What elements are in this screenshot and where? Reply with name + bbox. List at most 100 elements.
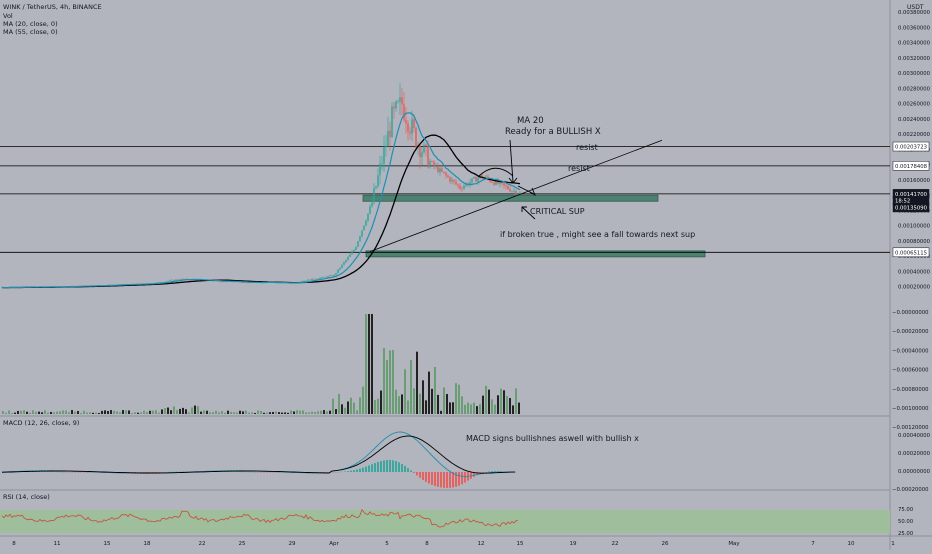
price-axis-tick: 0.00220000 (898, 132, 931, 138)
volume-bar (47, 413, 49, 414)
volume-bar (188, 412, 190, 414)
candle-body (409, 132, 410, 134)
volume-bar (203, 410, 205, 414)
volume-bar (161, 409, 163, 414)
volume-bar (383, 348, 385, 414)
candle-body (219, 282, 220, 283)
volume-bar (158, 413, 160, 414)
volume-bar (14, 413, 16, 414)
volume-bar (59, 411, 61, 414)
volume-bar (503, 390, 505, 414)
volume-bar (218, 412, 220, 414)
volume-bar (443, 387, 445, 414)
volume-bar (20, 411, 22, 414)
volume-bar (83, 411, 85, 414)
volume-bar (440, 411, 442, 414)
volume-bar (209, 412, 211, 414)
candle-body (221, 282, 222, 283)
macd-histogram-bar (371, 464, 373, 472)
volume-bar (2, 411, 4, 414)
macd-histogram-bar (404, 466, 406, 472)
volume-bar (311, 412, 313, 414)
volume-bar (515, 388, 517, 414)
candle-body (439, 168, 440, 172)
candle-body (449, 177, 450, 181)
candle-body (373, 188, 374, 203)
time-axis-tick: 8 (12, 541, 16, 547)
macd-histogram-bar (437, 472, 439, 487)
macd-histogram-bar (377, 462, 379, 472)
rsi-axis-tick: 50.00 (898, 519, 914, 525)
volume-bar (362, 387, 364, 414)
volume-bar (323, 410, 325, 414)
candle-body (423, 145, 424, 153)
volume-bar (419, 394, 421, 414)
volume-bar (113, 411, 115, 414)
macd-histogram-bar (395, 461, 397, 472)
volume-bar (74, 412, 76, 414)
volume-bar (269, 412, 271, 414)
candle-body (381, 164, 382, 165)
volume-bar (371, 314, 373, 414)
candle-body (399, 97, 400, 101)
volume-bar (131, 413, 133, 414)
candle-body (333, 275, 334, 276)
volume-bar (98, 413, 100, 414)
candle-body (397, 102, 398, 103)
time-axis-tick: 12 (478, 541, 485, 547)
volume-bar (275, 411, 277, 414)
candle-body (331, 275, 332, 276)
macd-histogram-bar (392, 460, 394, 472)
candle-body (451, 180, 452, 182)
price-axis-tick: 0.00360000 (898, 25, 931, 31)
candle-body (315, 279, 316, 280)
candle-body (181, 279, 182, 280)
candle-body (345, 260, 346, 262)
volume-bar (455, 383, 457, 414)
time-axis-tick: 8 (425, 541, 429, 547)
volume-bar (224, 413, 226, 414)
volume-bar (509, 398, 511, 414)
time-axis-tick: 1 (891, 541, 895, 547)
macd-histogram-bar (353, 470, 355, 472)
volume-bar (248, 413, 250, 414)
volume-bar (485, 386, 487, 414)
volume-bar (122, 410, 124, 414)
axis-currency: USDT (907, 4, 924, 11)
volume-bar (335, 409, 337, 414)
volume-bar (5, 413, 7, 414)
candle-body (493, 183, 494, 185)
volume-bar (470, 404, 472, 414)
price-axis-tick: 0.00020000 (898, 285, 931, 291)
price-axis-tick: 0.00080000 (898, 239, 931, 245)
candle-body (513, 191, 514, 192)
volume-bar (281, 413, 283, 414)
indicator-ma55: MA (55, close, 0) (3, 28, 58, 36)
volume-bar (260, 411, 262, 414)
volume-axis-tick: −0.00080000 (892, 387, 929, 393)
candle-body (511, 191, 512, 192)
volume-bar (344, 408, 346, 414)
price-axis-tick: 0.00040000 (898, 269, 931, 275)
macd-histogram-bar (413, 472, 415, 473)
volume-bar (89, 412, 91, 414)
volume-bar (164, 408, 166, 414)
volume-bar (410, 360, 412, 414)
candle-body (447, 176, 448, 178)
candle-body (355, 247, 356, 250)
macd-histogram-bar (419, 472, 421, 478)
candle-body (425, 145, 426, 146)
candle-body (309, 280, 310, 281)
volume-bar (407, 400, 409, 414)
volume-bar (416, 352, 418, 414)
candle-body (169, 280, 170, 281)
rsi-pane-label: RSI (14, close) (3, 493, 50, 501)
candle-body (407, 123, 408, 131)
macd-histogram-bar (410, 470, 412, 472)
volume-axis-tick: −0.00100000 (892, 406, 929, 412)
candle-body (323, 277, 324, 278)
volume-bar (65, 411, 67, 414)
annotation-broken: if broken true , might see a fall toward… (500, 230, 695, 239)
